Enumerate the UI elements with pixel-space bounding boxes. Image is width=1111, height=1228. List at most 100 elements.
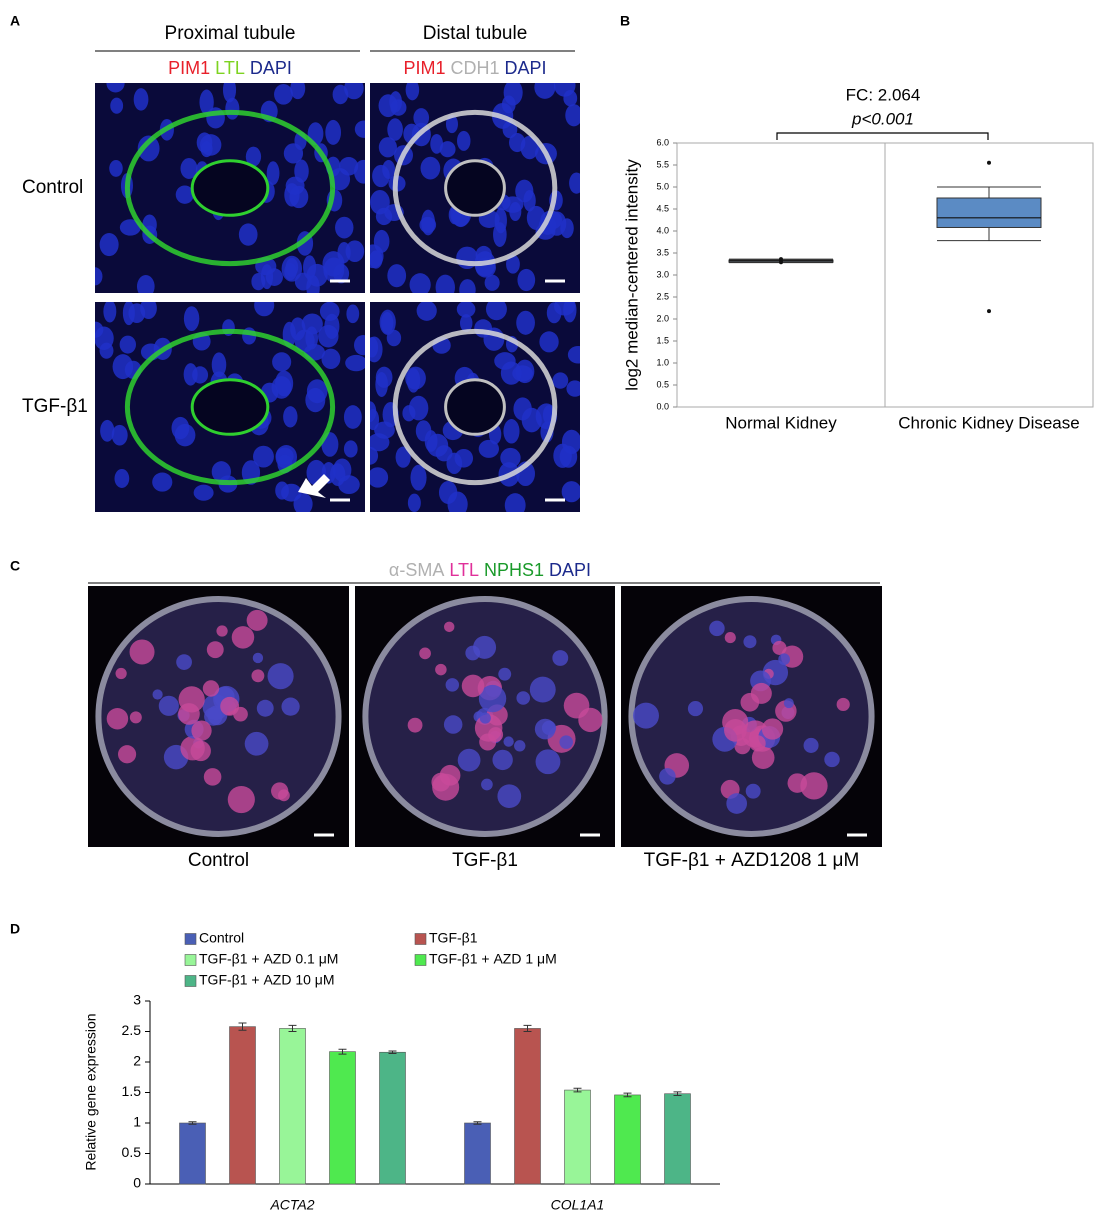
nucleus	[459, 279, 476, 293]
structure	[191, 720, 212, 741]
structure	[251, 669, 265, 683]
error-bar	[473, 1121, 482, 1125]
tubule	[124, 109, 336, 267]
panel-label: D	[10, 921, 20, 937]
structure	[407, 717, 423, 733]
structure	[559, 735, 573, 749]
structure	[281, 697, 300, 716]
nucleus	[420, 156, 441, 180]
structure	[749, 735, 766, 752]
tubule	[124, 328, 336, 486]
structure	[117, 745, 137, 764]
bar	[664, 1093, 691, 1185]
legend-label: TGF-β1 + AZD 1 μM	[429, 951, 557, 967]
nucleus	[375, 372, 388, 398]
nucleus	[509, 133, 526, 153]
y-tick-label: 2	[133, 1053, 141, 1069]
nucleus	[375, 207, 393, 226]
nucleus	[353, 335, 365, 356]
y-tick-label: 6.0	[656, 137, 669, 147]
panel-label: B	[620, 13, 630, 29]
nucleus	[345, 354, 365, 372]
y-tick-label: 0.0	[656, 401, 669, 411]
lumen	[190, 378, 270, 436]
nucleus	[103, 302, 117, 323]
structure	[800, 772, 828, 800]
structure	[129, 639, 155, 665]
nucleus	[282, 321, 296, 348]
structure	[516, 691, 531, 705]
stain-name: LTL	[215, 58, 245, 78]
nucleus	[338, 475, 360, 495]
structure	[503, 736, 514, 747]
row-label: TGF-β1	[22, 396, 88, 417]
micrograph	[370, 302, 580, 512]
x-tick-label: Chronic Kidney Disease	[898, 413, 1079, 432]
nucleus	[502, 196, 524, 213]
micrograph-content	[370, 302, 580, 512]
bar	[464, 1122, 491, 1185]
structure	[216, 625, 228, 637]
structure	[178, 686, 205, 713]
structure	[435, 663, 447, 676]
annotation: p<0.001	[851, 109, 914, 128]
tubule	[392, 109, 558, 267]
nucleus	[373, 229, 390, 253]
nucleus	[290, 83, 306, 100]
nucleus	[445, 114, 459, 134]
structure	[267, 663, 294, 690]
nucleus	[137, 135, 160, 162]
structure	[246, 609, 268, 631]
structure	[461, 674, 485, 698]
error-bar	[288, 1024, 297, 1032]
nucleus	[501, 95, 516, 114]
structure	[552, 650, 569, 666]
nucleus	[526, 205, 546, 230]
nucleus	[426, 433, 449, 457]
nucleus	[238, 223, 258, 246]
nucleus	[567, 345, 580, 364]
structure	[479, 712, 491, 724]
nucleus	[504, 493, 526, 512]
structure	[443, 621, 455, 633]
structure	[498, 667, 512, 681]
nucleus	[251, 272, 266, 291]
legend-label: TGF-β1 + AZD 10 μM	[199, 972, 335, 988]
caption: TGF-β1	[452, 850, 518, 871]
y-tick-label: 2.5	[656, 291, 669, 301]
nucleus	[283, 406, 298, 428]
y-tick-label: 1.5	[656, 335, 669, 345]
nucleus	[370, 336, 383, 363]
structure	[190, 740, 211, 762]
structure	[478, 684, 507, 713]
significance-bracket	[776, 132, 989, 140]
structure	[761, 718, 784, 740]
structure	[106, 708, 129, 730]
outlier	[779, 260, 783, 265]
y-tick-label: 5.0	[656, 181, 669, 191]
y-tick-label: 0	[133, 1175, 141, 1191]
lumen	[444, 378, 506, 436]
structure	[535, 749, 561, 775]
x-tick-label: ACTA2	[269, 1197, 314, 1213]
y-tick-label: 2.5	[122, 1022, 142, 1038]
micrograph-content	[95, 83, 365, 293]
stain-name: LTL	[449, 560, 479, 580]
nucleus	[133, 88, 149, 111]
nucleus	[546, 302, 562, 324]
nucleus	[410, 464, 427, 491]
bar	[329, 1051, 356, 1185]
structure	[443, 715, 463, 734]
structure	[563, 692, 590, 719]
structure	[709, 620, 725, 637]
structure	[803, 737, 819, 753]
structure	[457, 748, 481, 772]
structure	[687, 701, 704, 717]
nucleus	[110, 97, 124, 114]
nucleus	[457, 130, 471, 151]
nucleus	[225, 97, 240, 120]
nucleus	[563, 302, 577, 323]
error-bar	[238, 1022, 247, 1031]
nucleus	[561, 481, 580, 503]
